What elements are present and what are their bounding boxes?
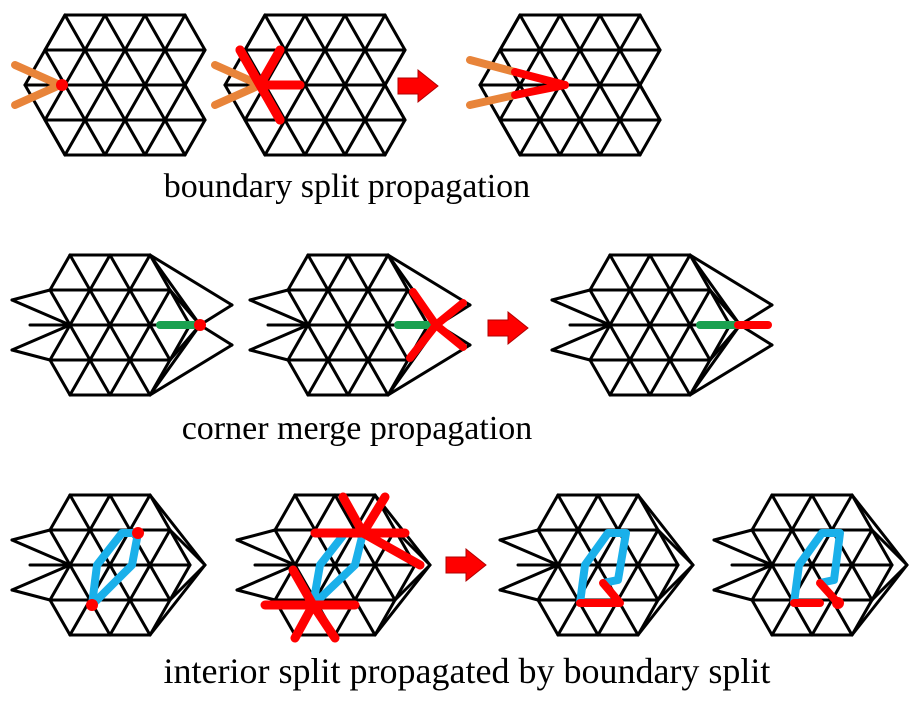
row3-mesh-b <box>235 492 432 643</box>
arrow-right-icon <box>397 69 439 103</box>
caption-interior-split: interior split propagated by boundary sp… <box>163 651 771 691</box>
row2-mesh-a <box>10 253 234 397</box>
row1-mesh-a <box>11 13 207 157</box>
row1-mesh-b <box>211 13 407 157</box>
caption-boundary-split: boundary split propagation <box>163 168 531 205</box>
arrow-right-icon <box>445 548 487 582</box>
row2-mesh-c <box>550 253 774 397</box>
row3-mesh-a <box>10 493 207 637</box>
arrow-right-icon <box>487 311 529 345</box>
row1-mesh-c <box>466 13 662 157</box>
row3-mesh-c <box>498 493 695 637</box>
row2-mesh-b <box>248 253 472 397</box>
row3-mesh-d <box>712 493 909 637</box>
caption-corner-merge: corner merge propagation <box>181 410 533 447</box>
